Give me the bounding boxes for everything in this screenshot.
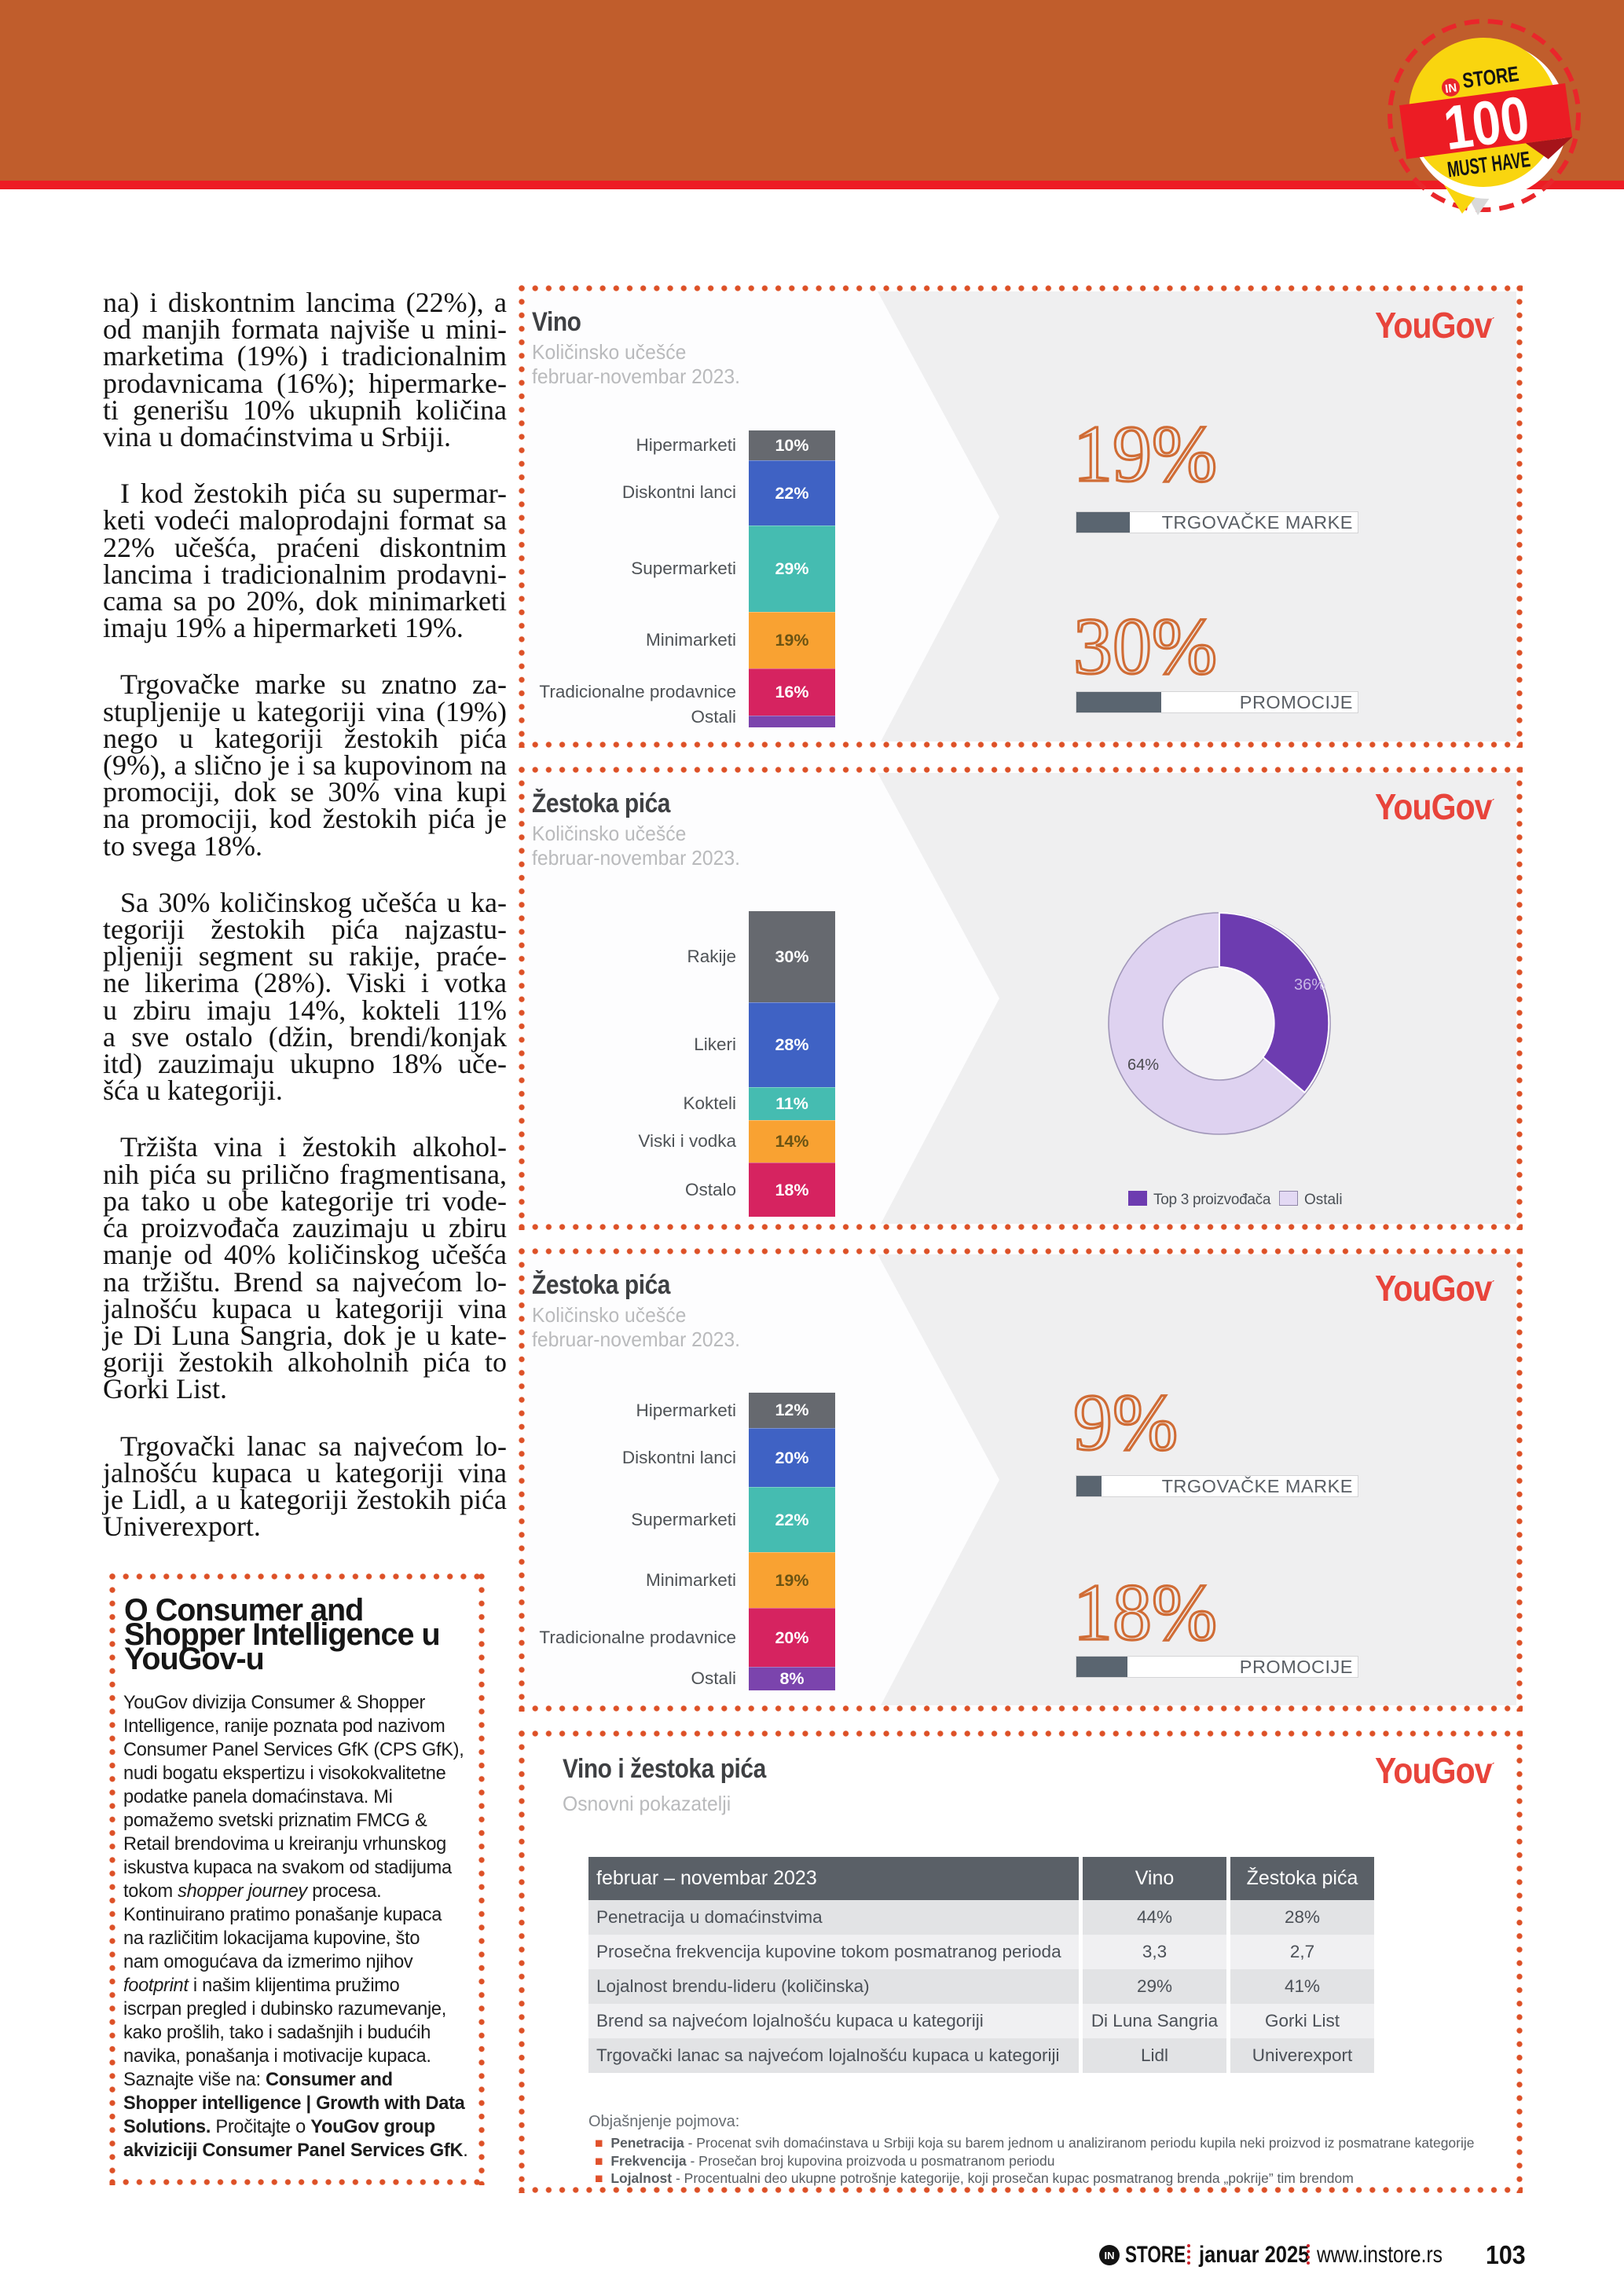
svg-text:100: 100 (1439, 82, 1533, 163)
svg-text:IN: IN (1444, 81, 1457, 96)
svg-text:64%: 64% (1127, 1056, 1159, 1074)
svg-text:36%: 36% (1294, 976, 1325, 994)
